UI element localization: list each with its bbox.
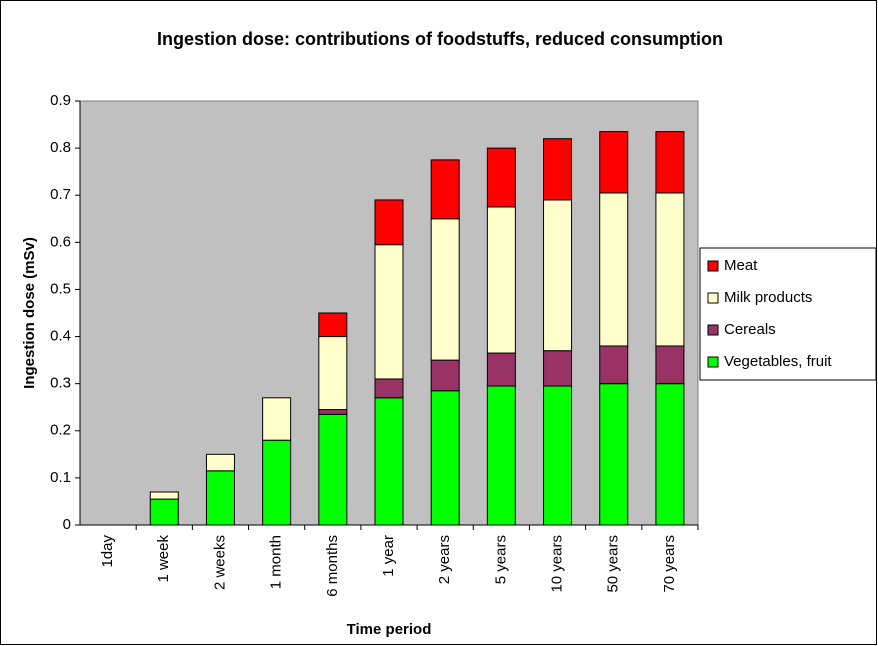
x-tick-label: 6 months [324, 535, 341, 597]
bar-segment [374, 378, 404, 399]
x-tick-label: 2 years [436, 535, 453, 584]
legend-swatch [707, 292, 719, 304]
bar-segment [486, 352, 516, 387]
bar-segment [430, 359, 460, 392]
legend-swatch [707, 324, 719, 336]
y-tick-label: 0 [63, 516, 71, 533]
bar-segment [374, 397, 404, 526]
legend-box [699, 247, 877, 381]
y-tick-label: 0.6 [50, 233, 71, 250]
x-axis-label: Time period [347, 621, 432, 638]
bar-segment [486, 147, 516, 208]
bar-segment [543, 350, 573, 387]
x-tick-label: 70 years [661, 535, 678, 593]
bar-segment [318, 409, 348, 415]
y-axis-label: Ingestion dose (mSv) [21, 237, 38, 389]
x-tick-label: 50 years [605, 535, 622, 593]
bar-segment [486, 385, 516, 526]
bar-segment [543, 199, 573, 352]
bar-segment [430, 159, 460, 220]
bar-segment [655, 383, 685, 526]
bar-segment [599, 345, 629, 385]
legend-label: Milk products [724, 289, 812, 306]
bar-segment [599, 192, 629, 347]
bar-segment [599, 131, 629, 194]
bar-segment [205, 470, 235, 526]
bar-segment [205, 453, 235, 472]
x-tick-label: 1 year [380, 535, 397, 577]
legend-label: Cereals [724, 321, 776, 338]
legend-label: Vegetables, fruit [724, 353, 832, 370]
bar-segment [543, 385, 573, 526]
legend-label: Meat [724, 257, 758, 274]
x-tick-label: 2 weeks [211, 535, 228, 590]
bar-segment [599, 383, 629, 526]
y-tick-label: 0.3 [50, 375, 71, 392]
bar-segment [318, 336, 348, 411]
bar-segment [486, 206, 516, 354]
bar-segment [430, 390, 460, 526]
bar-segment [430, 218, 460, 361]
x-tick-label: 1 month [268, 535, 285, 589]
y-tick-label: 0.1 [50, 469, 71, 486]
legend-swatch [707, 260, 719, 272]
bar-segment [262, 439, 292, 526]
x-tick-label: 10 years [549, 535, 566, 593]
bar-segment [655, 131, 685, 194]
bar-segment [655, 192, 685, 347]
bar-segment [149, 491, 179, 500]
bar-segment [655, 345, 685, 385]
chart-title: Ingestion dose: contributions of foodstu… [157, 29, 723, 49]
bar-segment [374, 199, 404, 246]
bar-segment [318, 413, 348, 526]
y-tick-label: 0.5 [50, 280, 71, 297]
x-tick-label: 1day [99, 535, 116, 568]
x-tick-label: 5 years [492, 535, 509, 584]
x-tick-label: 1 week [155, 535, 172, 583]
bar-segment [262, 397, 292, 441]
bar-segment [543, 138, 573, 201]
bar-segment [318, 312, 348, 338]
y-tick-label: 0.4 [50, 328, 71, 345]
bar-segment [374, 244, 404, 380]
y-tick-label: 0.2 [50, 422, 71, 439]
y-tick-label: 0.7 [50, 186, 71, 203]
legend-swatch [707, 356, 719, 368]
bar-segment [149, 498, 179, 526]
y-tick-label: 0.8 [50, 139, 71, 156]
y-tick-label: 0.9 [50, 92, 71, 109]
